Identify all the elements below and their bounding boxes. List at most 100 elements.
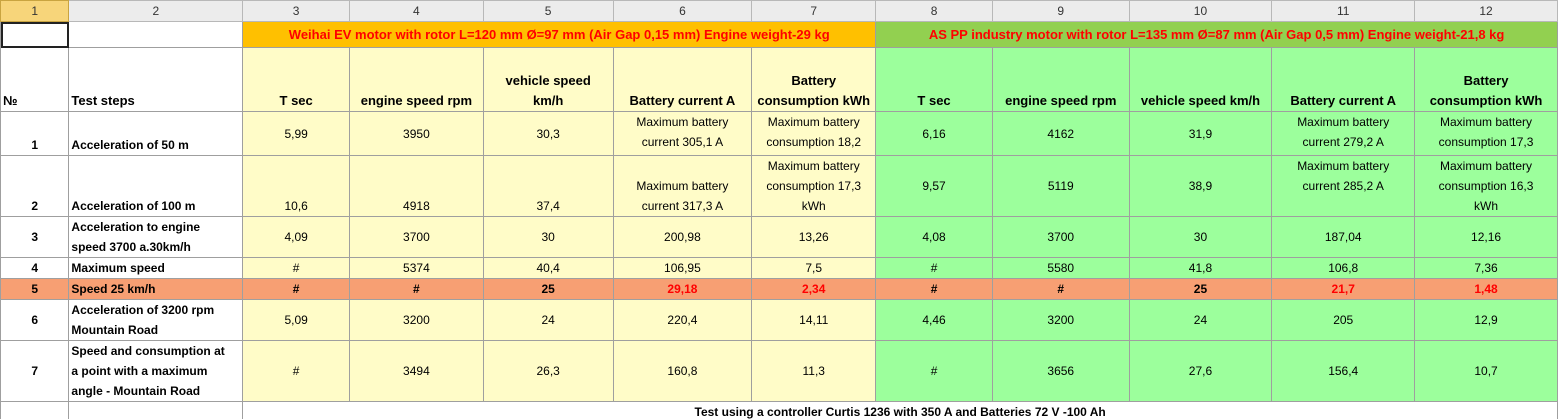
header-battery-current-2[interactable]: Battery current A (1271, 47, 1416, 112)
header-vehicle-speed[interactable]: vehicle speed km/h (482, 47, 614, 112)
a-rpm-value[interactable]: # (991, 278, 1130, 300)
w-t-value[interactable]: 4,09 (242, 216, 351, 258)
a-rpm-value[interactable]: 5580 (991, 257, 1130, 279)
a-current-value[interactable]: 106,8 (1271, 257, 1416, 279)
w-rpm-value[interactable]: 5374 (349, 257, 484, 279)
a-rpm-value[interactable]: 3200 (991, 299, 1130, 341)
a-current-value[interactable]: 205 (1271, 299, 1416, 341)
w-rpm-value[interactable]: 4918 (349, 155, 484, 217)
w-current-value[interactable]: 160,8 (612, 340, 753, 402)
a-t-value[interactable]: 9,57 (875, 155, 993, 217)
a-speed-value[interactable]: 27,6 (1128, 340, 1273, 402)
w-cons-value[interactable]: 7,5 (751, 257, 877, 279)
a-cons-value[interactable]: 7,36 (1414, 257, 1558, 279)
w-t-value[interactable]: 5,09 (242, 299, 351, 341)
cell[interactable] (68, 21, 244, 48)
header-t-sec-2[interactable]: T sec (875, 47, 993, 112)
row-number[interactable]: 4 (0, 257, 70, 279)
w-rpm-value[interactable]: 3700 (349, 216, 484, 258)
column-header[interactable]: 5 (482, 0, 614, 22)
active-cell[interactable] (0, 21, 70, 48)
column-header[interactable]: 4 (349, 0, 484, 22)
row-number[interactable]: 6 (0, 299, 70, 341)
a-speed-value[interactable]: 30 (1128, 216, 1273, 258)
a-speed-value[interactable]: 25 (1128, 278, 1273, 300)
a-t-value[interactable]: # (875, 278, 993, 300)
w-rpm-value[interactable]: # (349, 278, 484, 300)
column-header[interactable]: 9 (991, 0, 1130, 22)
w-cons-value[interactable]: 13,26 (751, 216, 877, 258)
w-t-value[interactable]: # (242, 340, 351, 402)
column-header[interactable]: 10 (1128, 0, 1273, 22)
header-vehicle-speed-2[interactable]: vehicle speed km/h (1128, 47, 1273, 112)
column-header[interactable]: 11 (1271, 0, 1416, 22)
a-speed-value[interactable]: 31,9 (1128, 111, 1273, 156)
test-step[interactable]: Speed and consumption at a point with a m… (68, 340, 244, 402)
w-cons-value[interactable]: Maximum battery consumption 17,3 kWh (751, 155, 877, 217)
w-rpm-value[interactable]: 3200 (349, 299, 484, 341)
a-current-value[interactable]: 187,04 (1271, 216, 1416, 258)
test-step[interactable]: Acceleration of 50 m (68, 111, 244, 156)
w-speed-value[interactable]: 30 (482, 216, 614, 258)
w-t-value[interactable]: # (242, 278, 351, 300)
footer-note[interactable]: Test using a controller Curtis 1236 with… (242, 401, 1558, 419)
w-rpm-value[interactable]: 3494 (349, 340, 484, 402)
w-current-value[interactable]: 220,4 (612, 299, 753, 341)
w-current-value[interactable]: Maximum battery current 317,3 A (612, 155, 753, 217)
cell[interactable] (0, 401, 70, 419)
header-battery-consumption[interactable]: Battery consumption kWh (751, 47, 877, 112)
a-current-value[interactable]: 21,7 (1271, 278, 1416, 300)
test-step[interactable]: Speed 25 km/h (68, 278, 244, 300)
a-t-value[interactable]: 6,16 (875, 111, 993, 156)
w-current-value[interactable]: 200,98 (612, 216, 753, 258)
a-speed-value[interactable]: 38,9 (1128, 155, 1273, 217)
weihai-group-header[interactable]: Weihai EV motor with rotor L=120 mm Ø=97… (242, 21, 877, 48)
a-current-value[interactable]: Maximum battery current 285,2 A (1271, 155, 1416, 217)
header-battery-consumption-2[interactable]: Battery consumption kWh (1414, 47, 1558, 112)
w-speed-value[interactable]: 26,3 (482, 340, 614, 402)
a-rpm-value[interactable]: 3700 (991, 216, 1130, 258)
w-speed-value[interactable]: 40,4 (482, 257, 614, 279)
row-number[interactable]: 7 (0, 340, 70, 402)
a-cons-value[interactable]: 12,16 (1414, 216, 1558, 258)
a-t-value[interactable]: # (875, 257, 993, 279)
w-t-value[interactable]: # (242, 257, 351, 279)
w-cons-value[interactable]: 14,11 (751, 299, 877, 341)
w-t-value[interactable]: 5,99 (242, 111, 351, 156)
a-cons-value[interactable]: Maximum battery consumption 16,3 kWh (1414, 155, 1558, 217)
w-current-value[interactable]: 106,95 (612, 257, 753, 279)
a-rpm-value[interactable]: 3656 (991, 340, 1130, 402)
a-rpm-value[interactable]: 4162 (991, 111, 1130, 156)
row-number[interactable]: 2 (0, 155, 70, 217)
w-cons-value[interactable]: 11,3 (751, 340, 877, 402)
w-current-value[interactable]: 29,18 (612, 278, 753, 300)
w-cons-value[interactable]: 2,34 (751, 278, 877, 300)
column-header[interactable]: 6 (612, 0, 753, 22)
a-current-value[interactable]: Maximum battery current 279,2 A (1271, 111, 1416, 156)
test-step[interactable]: Acceleration of 3200 rpm Mountain Road (68, 299, 244, 341)
w-t-value[interactable]: 10,6 (242, 155, 351, 217)
header-battery-current[interactable]: Battery current A (612, 47, 753, 112)
header-t-sec[interactable]: T sec (242, 47, 351, 112)
row-number[interactable]: 3 (0, 216, 70, 258)
a-t-value[interactable]: # (875, 340, 993, 402)
test-step[interactable]: Acceleration to engine speed 3700 a.30km/… (68, 216, 244, 258)
w-speed-value[interactable]: 30,3 (482, 111, 614, 156)
column-header[interactable]: 1 (0, 0, 70, 22)
w-speed-value[interactable]: 37,4 (482, 155, 614, 217)
column-header[interactable]: 8 (875, 0, 993, 22)
column-header[interactable]: 3 (242, 0, 351, 22)
a-current-value[interactable]: 156,4 (1271, 340, 1416, 402)
w-rpm-value[interactable]: 3950 (349, 111, 484, 156)
a-speed-value[interactable]: 41,8 (1128, 257, 1273, 279)
header-num[interactable]: № (0, 47, 70, 112)
aspp-group-header[interactable]: AS PP industry motor with rotor L=135 mm… (875, 21, 1558, 48)
a-t-value[interactable]: 4,46 (875, 299, 993, 341)
row-number[interactable]: 5 (0, 278, 70, 300)
a-cons-value[interactable]: 12,9 (1414, 299, 1558, 341)
column-header[interactable]: 7 (751, 0, 877, 22)
w-cons-value[interactable]: Maximum battery consumption 18,2 (751, 111, 877, 156)
test-step[interactable]: Acceleration of 100 m (68, 155, 244, 217)
a-t-value[interactable]: 4,08 (875, 216, 993, 258)
cell[interactable] (68, 401, 244, 419)
